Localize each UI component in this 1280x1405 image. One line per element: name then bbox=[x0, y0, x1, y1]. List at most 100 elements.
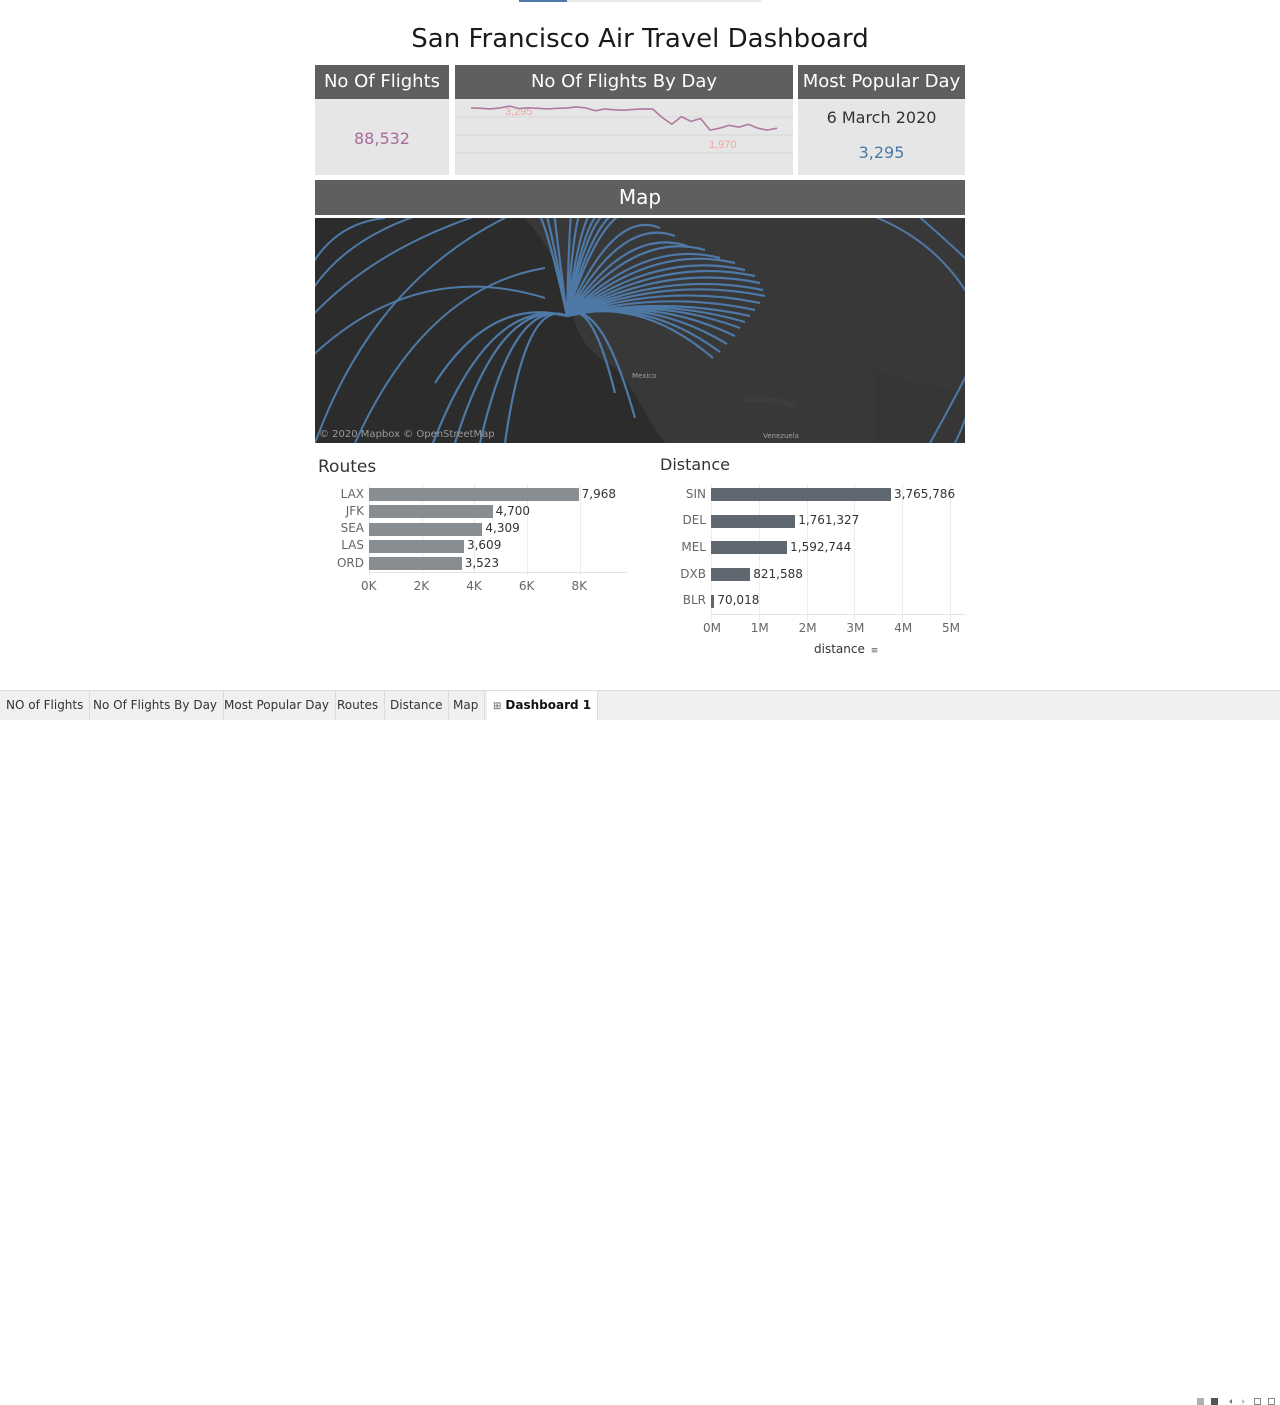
bar-category-label: DEL bbox=[682, 513, 706, 528]
bar[interactable] bbox=[711, 568, 751, 582]
gridline bbox=[806, 484, 808, 622]
x-axis-tick-label: 8K bbox=[571, 579, 588, 593]
sparkline-min-label: 1,970 bbox=[709, 139, 737, 151]
gridline bbox=[902, 484, 904, 622]
x-axis-tick-label: 0K bbox=[361, 579, 377, 593]
route-line bbox=[565, 218, 580, 317]
bar-value-label: 3,609 bbox=[466, 538, 502, 553]
gridline bbox=[579, 484, 581, 575]
route-line bbox=[315, 218, 414, 288]
fullscreen-icon[interactable] bbox=[1254, 1398, 1261, 1405]
map-credit[interactable]: © 2020 Mapbox © OpenStreetMap bbox=[319, 429, 495, 440]
sheet-tab[interactable]: ⊞ Dashboard 1 bbox=[487, 691, 599, 720]
route-line bbox=[566, 231, 676, 317]
sheet-tab[interactable]: Routes bbox=[331, 691, 386, 720]
bar[interactable] bbox=[369, 557, 462, 571]
sheet-tab[interactable]: No Of Flights By Day bbox=[87, 691, 225, 720]
bar-value-label: 4,700 bbox=[495, 503, 531, 518]
sparkline-series[interactable] bbox=[470, 105, 778, 131]
kpi-popular-card[interactable]: Most Popular Day 6 March 2020 3,295 bbox=[798, 65, 965, 175]
map-label-mexico: Mexico bbox=[632, 372, 657, 380]
bar-category-label: LAS bbox=[341, 538, 364, 553]
distance-axis-title[interactable]: distance ≡ bbox=[814, 642, 878, 656]
bar-value-label: 3,765,786 bbox=[894, 486, 956, 501]
x-axis-tick-label: 4K bbox=[466, 579, 482, 593]
kpi-by-day-card[interactable]: No Of Flights By Day 3,295 1,970 bbox=[455, 65, 793, 175]
bar-category-label: SEA bbox=[340, 521, 364, 536]
route-line bbox=[315, 218, 474, 315]
route-line bbox=[566, 288, 766, 318]
bar-category-label: LAX bbox=[340, 486, 364, 501]
bar[interactable] bbox=[369, 539, 464, 553]
route-line bbox=[478, 312, 568, 443]
route-map[interactable]: Mexico Venezuela © 2020 Mapbox © OpenStr… bbox=[315, 218, 965, 443]
present-mode-icon[interactable] bbox=[1268, 1398, 1275, 1405]
bar-category-label: BLR bbox=[682, 593, 706, 608]
gridline bbox=[950, 484, 951, 622]
route-line bbox=[565, 218, 618, 317]
route-line bbox=[566, 252, 721, 317]
kpi-popular-header: Most Popular Day bbox=[798, 65, 965, 99]
gridline bbox=[526, 484, 528, 575]
sparkline-max-label: 3,295 bbox=[505, 106, 533, 118]
bar[interactable] bbox=[369, 522, 483, 536]
sheet-tab[interactable]: Distance bbox=[384, 691, 450, 720]
route-line bbox=[565, 218, 590, 317]
bar-category-label: JFK bbox=[345, 503, 364, 518]
sheet-tab-label: Most Popular Day bbox=[224, 698, 329, 712]
next-sheet-icon[interactable] bbox=[1240, 1398, 1247, 1405]
route-line bbox=[566, 241, 688, 317]
x-axis-line bbox=[711, 614, 965, 615]
sheet-tab[interactable]: NO of Flights bbox=[0, 691, 91, 720]
routes-title: Routes bbox=[318, 457, 377, 477]
route-line bbox=[566, 257, 736, 317]
map-label-venezuela: Venezuela bbox=[763, 432, 799, 440]
dashboard-title: San Francisco Air Travel Dashboard bbox=[411, 24, 869, 54]
bar[interactable] bbox=[711, 488, 891, 501]
bar[interactable] bbox=[711, 594, 715, 608]
bar[interactable] bbox=[711, 541, 788, 555]
x-axis-tick-label: 2K bbox=[413, 579, 430, 593]
route-map-canvas[interactable] bbox=[315, 218, 965, 443]
sheet-tab[interactable]: Most Popular Day bbox=[218, 691, 336, 720]
sheet-tab-label: No Of Flights By Day bbox=[93, 698, 218, 712]
kpi-flights-card[interactable]: No Of Flights 88,532 bbox=[315, 65, 449, 175]
grid-view-icon[interactable] bbox=[1197, 1398, 1204, 1405]
route-line bbox=[546, 218, 569, 317]
prev-sheet-icon[interactable] bbox=[1227, 1398, 1234, 1405]
distance-axis-title-text: distance bbox=[814, 642, 865, 656]
bar-value-label: 1,761,327 bbox=[798, 513, 860, 528]
map-header: Map bbox=[315, 180, 965, 215]
top-toolbar-indicator bbox=[519, 0, 761, 2]
kpi-flights-value: 88,532 bbox=[354, 129, 410, 148]
sheet-tab-label: NO of Flights bbox=[6, 698, 84, 712]
route-line bbox=[315, 285, 546, 355]
top-indicator-active bbox=[519, 0, 567, 2]
route-lines bbox=[315, 218, 965, 443]
route-line bbox=[566, 282, 764, 317]
kpi-by-day-header: No Of Flights By Day bbox=[455, 65, 793, 99]
north-america-landmass bbox=[524, 218, 965, 443]
x-axis-tick-label: 4M bbox=[894, 621, 913, 635]
bar[interactable] bbox=[369, 488, 579, 501]
bar[interactable] bbox=[711, 514, 796, 528]
x-axis-tick-label: 6K bbox=[518, 579, 535, 593]
route-line bbox=[565, 218, 572, 317]
bar[interactable] bbox=[369, 505, 493, 519]
bar-category-label: MEL bbox=[681, 539, 706, 554]
filmstrip-view-icon[interactable] bbox=[1211, 1398, 1218, 1405]
route-line bbox=[453, 312, 568, 443]
route-line bbox=[929, 375, 965, 443]
sheet-tab-label: Map bbox=[453, 698, 479, 712]
bar-category-label: SIN bbox=[685, 486, 706, 501]
sparkline-chart[interactable]: 3,295 1,970 bbox=[455, 99, 793, 175]
sort-icon[interactable]: ≡ bbox=[870, 646, 879, 656]
bar-category-label: DXB bbox=[680, 566, 706, 581]
sheet-tab-bar: NO of Flights No Of Flights By Day Most Po… bbox=[0, 690, 1280, 1405]
bar-category-label: ORD bbox=[336, 555, 364, 570]
dashboard-grid-icon: ⊞ bbox=[493, 701, 502, 712]
route-line bbox=[566, 264, 746, 317]
route-line bbox=[566, 310, 714, 359]
sheet-tab[interactable]: Map bbox=[447, 691, 486, 720]
x-axis-line bbox=[369, 572, 627, 573]
